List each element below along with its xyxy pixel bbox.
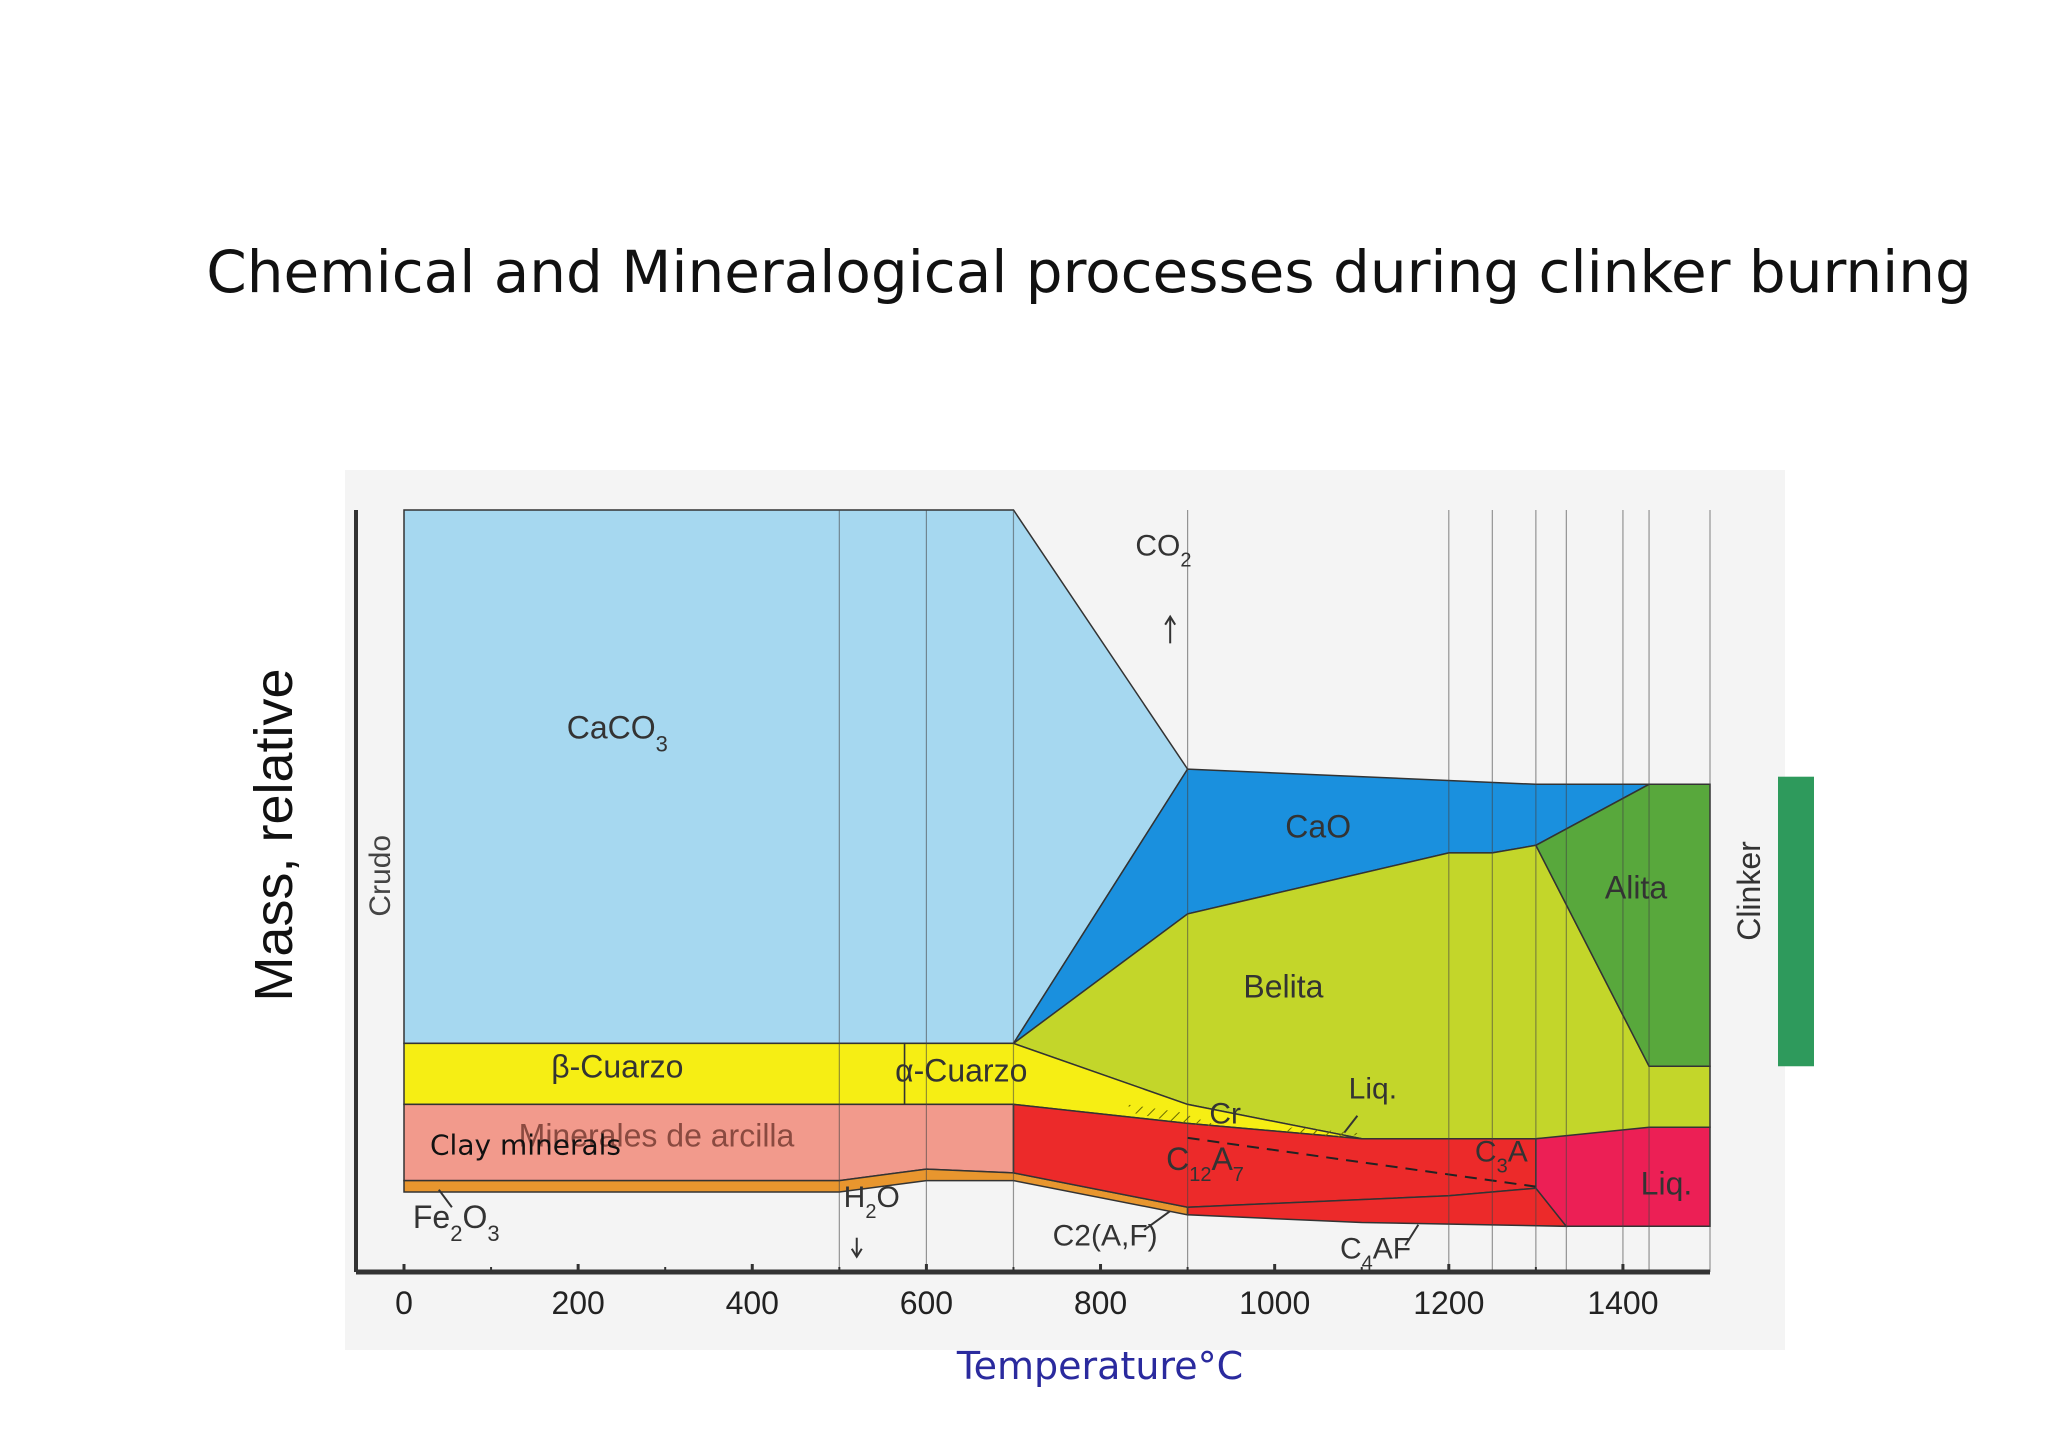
x-tick-label-1200: 1200 (1413, 1285, 1484, 1321)
phase-label-belita: Belita (1243, 969, 1323, 1005)
h2o-arrow-head (850, 1248, 863, 1259)
x-tick-label-800: 800 (1074, 1285, 1127, 1321)
slide-title: Chemical and Mineralogical processes dur… (206, 238, 1972, 306)
x-axis-caption: Temperature°C (956, 1344, 1244, 1388)
fe2o3-leader (438, 1189, 453, 1208)
c4af-leader (1404, 1224, 1420, 1246)
hatched-transition-zone (1126, 1104, 1223, 1128)
hatched-liquid-zone (1283, 1127, 1362, 1138)
annotation-liq: Liq. (1349, 1072, 1397, 1105)
x-tick-label-1000: 1000 (1239, 1285, 1310, 1321)
liq-leader (1343, 1115, 1359, 1134)
annotation-cr: Cr (1209, 1097, 1241, 1130)
x-tick-label-600: 600 (900, 1285, 953, 1321)
overlay-label-clay-minerals: Clay minerals (430, 1129, 621, 1162)
c2af-leader (1143, 1210, 1171, 1231)
x-tick-label-200: 200 (551, 1285, 604, 1321)
annotation-c2-a-f: C2(A,F) (1053, 1219, 1158, 1252)
left-marker-crudo: Crudo (364, 835, 397, 917)
co2-arrow-head (1164, 614, 1177, 626)
phase-label-alita: Alita (1605, 870, 1667, 906)
x-tick-label-1400: 1400 (1587, 1285, 1658, 1321)
y-axis-label: Mass, relative (244, 668, 304, 1001)
phase-label-cuarzo: α-Cuarzo (895, 1053, 1027, 1089)
clinker-bar (1778, 776, 1814, 1067)
x-tick-label-400: 400 (726, 1285, 779, 1321)
x-tick-label-0: 0 (395, 1285, 413, 1321)
phase-label-cao: CaO (1285, 809, 1351, 845)
phase-label-minerales-de-arcilla: Minerales de arcilla (519, 1117, 795, 1153)
right-marker-clinker: Clinker (1731, 841, 1767, 941)
phase-label-cuarzo: β-Cuarzo (551, 1049, 683, 1085)
phase-label-liq: Liq. (1641, 1165, 1693, 1201)
